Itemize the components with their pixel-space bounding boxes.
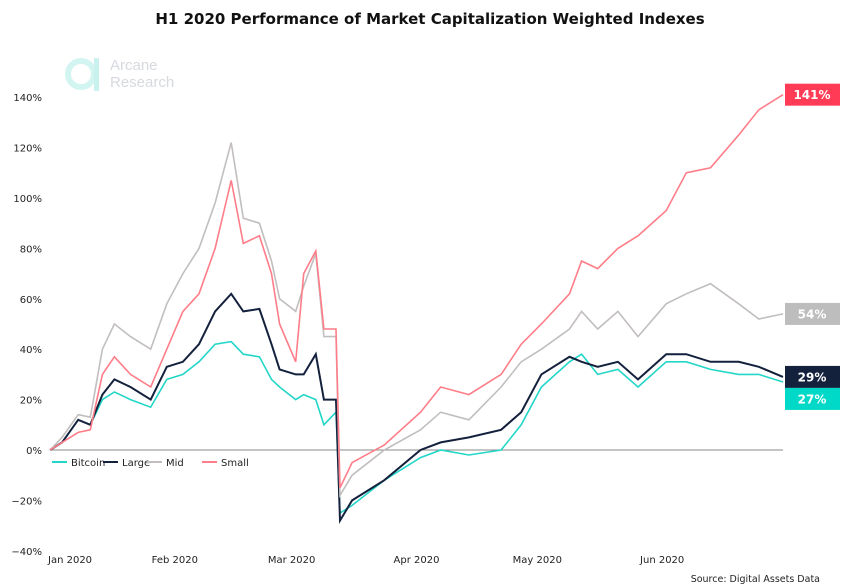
x-tick-label: Jun 2020 [639, 555, 684, 566]
end-label-text: 27% [798, 392, 827, 406]
x-tick-label: Jan 2020 [47, 555, 92, 566]
end-label-box [785, 83, 840, 106]
series-line-mid [49, 142, 784, 499]
x-tick-label: Apr 2020 [394, 555, 440, 566]
chart-title: H1 2020 Performance of Market Capitaliza… [155, 10, 704, 28]
series-line-bitcoin [49, 340, 784, 515]
x-tick-label: Mar 2020 [268, 555, 316, 566]
legend-label-mid: Mid [166, 458, 184, 469]
end-label-text: 54% [798, 307, 827, 321]
logo-bar [94, 58, 99, 91]
series-line-large [49, 292, 784, 525]
legend-label-bitcoin: Bitcoin [71, 458, 105, 469]
logo-text-1: Arcane [110, 57, 158, 74]
source-note: Source: Digital Assets Data [691, 574, 820, 585]
y-tick-label: 20% [20, 396, 42, 407]
y-tick-label: −20% [11, 496, 42, 507]
arcane-logo: Arcane Research [65, 57, 174, 91]
x-tick-label: Feb 2020 [152, 555, 198, 566]
legend-label-large: Large [122, 458, 150, 469]
end-label-box [785, 365, 840, 388]
y-tick-label: 140% [13, 93, 42, 104]
logo-mark-icon [65, 58, 97, 90]
end-label-bitcoin: 27% [785, 387, 840, 410]
y-tick-label: −40% [11, 547, 42, 558]
y-tick-label: 100% [13, 194, 42, 205]
end-label-large: 29% [785, 365, 840, 388]
y-tick-label: 40% [20, 345, 42, 356]
end-label-small: 141% [785, 83, 840, 106]
end-label-text: 141% [793, 88, 830, 102]
logo-text-2: Research [110, 74, 174, 91]
y-tick-label: 0% [26, 446, 42, 457]
y-tick-label: 60% [20, 295, 42, 306]
end-label-box [785, 387, 840, 410]
end-label-mid: 54% [785, 302, 840, 325]
legend-label-small: Small [221, 458, 249, 469]
end-label-text: 29% [798, 370, 827, 384]
series-line-small [49, 94, 784, 489]
y-tick-label: 120% [13, 144, 42, 155]
x-tick-label: May 2020 [513, 555, 562, 566]
y-tick-label: 80% [20, 244, 42, 255]
end-label-box [785, 302, 840, 325]
